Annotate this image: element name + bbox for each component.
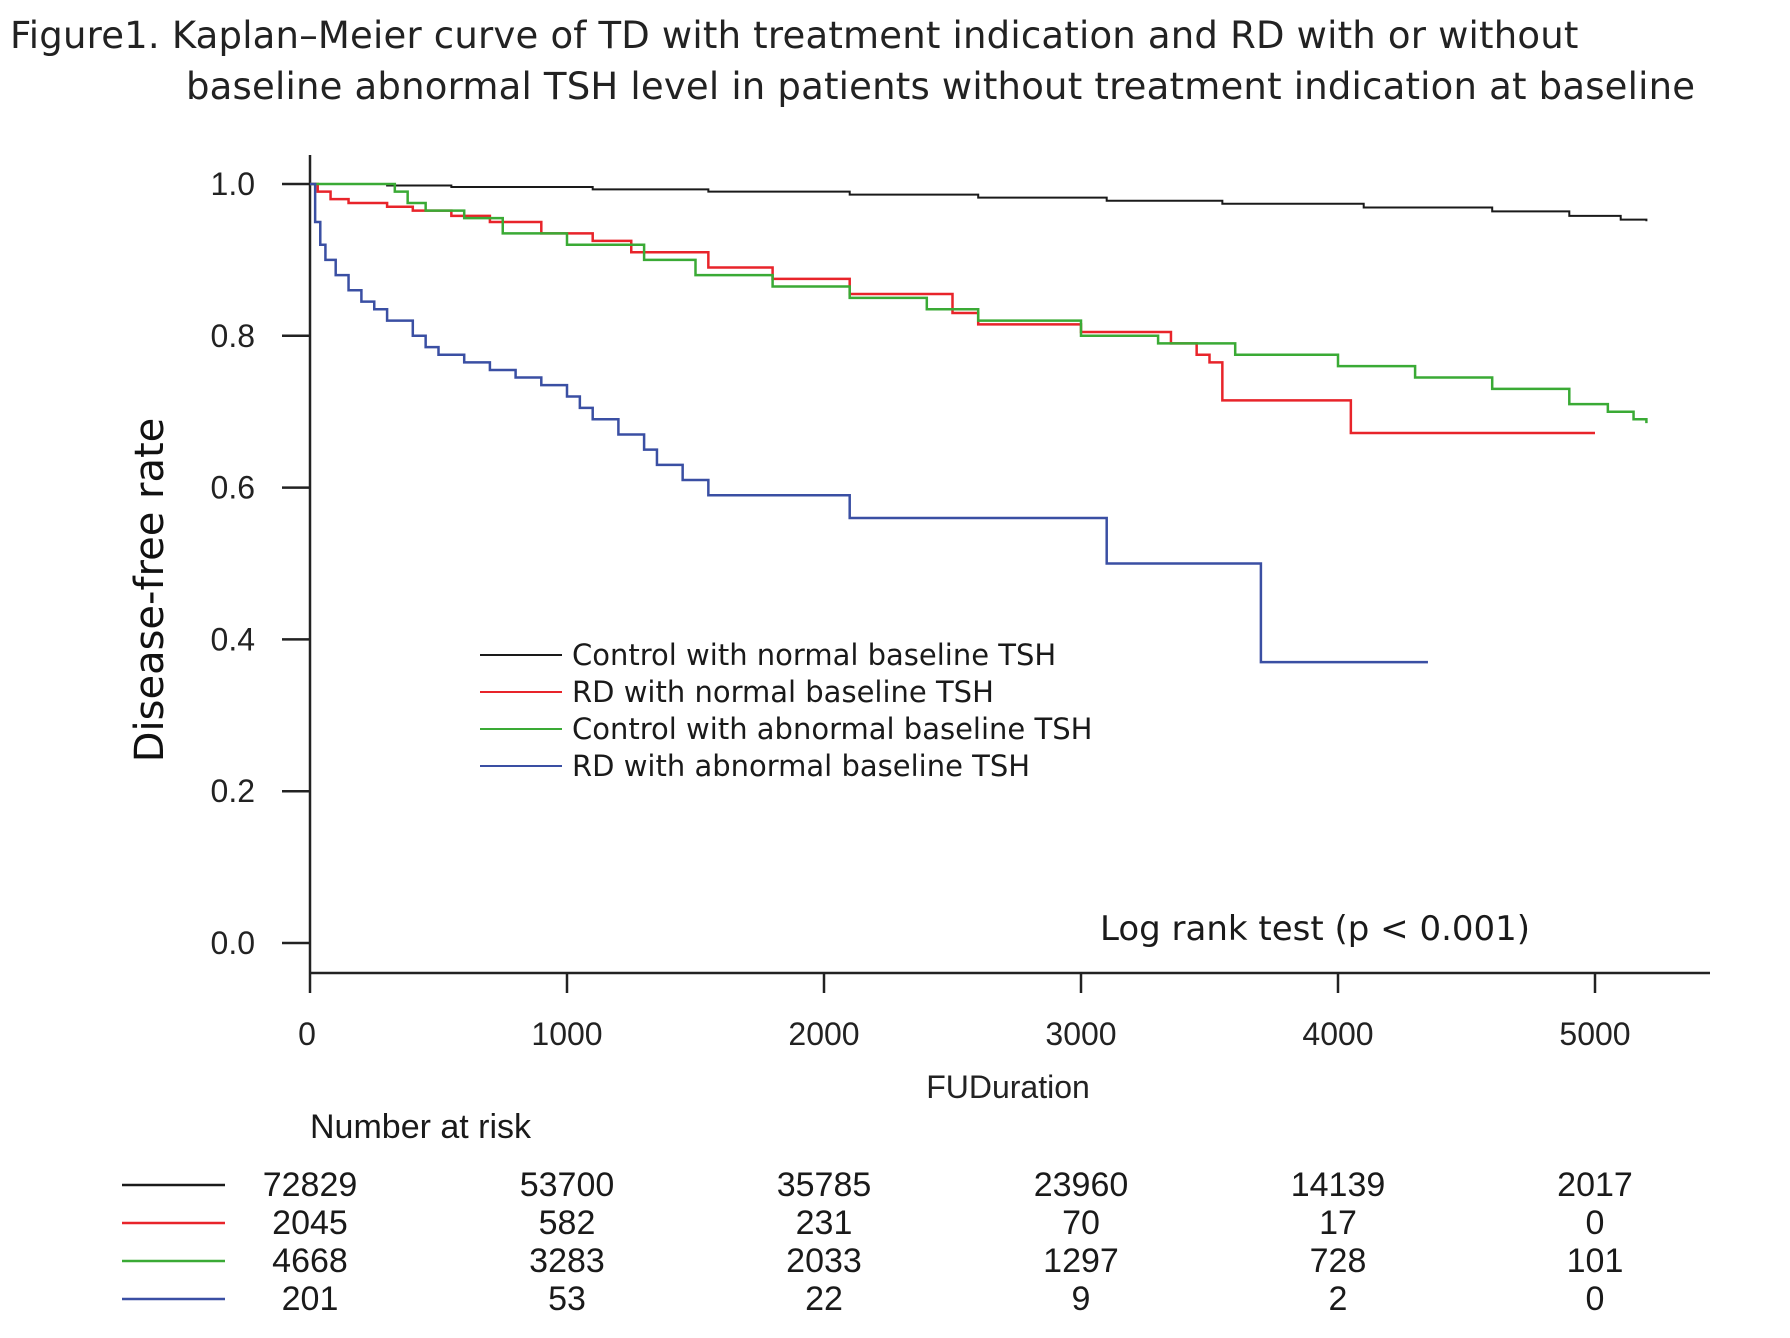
risk-count: 728 (1310, 1242, 1367, 1280)
legend-label: Control with normal baseline TSH (572, 638, 1056, 672)
y-tick-label: 0.6 (211, 470, 255, 506)
y-tick-label: 0.0 (211, 925, 255, 961)
risk-count: 9 (1072, 1280, 1091, 1318)
x-tick-label: 3000 (1045, 1016, 1116, 1052)
risk-count: 2033 (786, 1242, 862, 1280)
survival-curves (310, 182, 1648, 664)
risk-count: 582 (539, 1204, 596, 1242)
risk-count: 53 (548, 1280, 586, 1318)
log-rank-annotation: Log rank test (p < 0.001) (1100, 909, 1530, 949)
risk-count: 72829 (263, 1166, 358, 1204)
risk-count: 17 (1319, 1204, 1357, 1242)
x-tick-label: 1000 (531, 1016, 602, 1052)
axes: 0.0 0.2 0.4 0.6 0.8 1.0 0 1000 2000 3000 4000 5000 (211, 155, 1710, 1052)
figure-title: Figure1. Kaplan–Meier curve of TD with t… (10, 10, 1695, 112)
y-tick-label: 0.4 (211, 621, 255, 657)
legend-label: RD with abnormal baseline TSH (572, 749, 1030, 783)
legend-label: RD with normal baseline TSH (572, 675, 994, 709)
risk-count: 53700 (520, 1166, 615, 1204)
km-curve-control-with-normal-baseline-tsh (310, 183, 1648, 222)
risk-count: 23960 (1034, 1166, 1129, 1204)
km-curve-rd-with-abnormal-baseline-tsh (310, 182, 1428, 664)
x-tick-label: 5000 (1559, 1016, 1630, 1052)
risk-count: 2017 (1557, 1166, 1633, 1204)
risk-count: 231 (796, 1204, 853, 1242)
figure-title-line2: baseline abnormal TSH level in patients … (186, 65, 1696, 108)
risk-count: 70 (1062, 1204, 1100, 1242)
risk-count: 3283 (529, 1242, 605, 1280)
number-at-risk-label: Number at risk (310, 1108, 532, 1146)
risk-count: 22 (805, 1280, 843, 1318)
y-axis-label: Disease-free rate (127, 418, 173, 763)
risk-count: 201 (282, 1280, 339, 1318)
risk-count: 101 (1567, 1242, 1624, 1280)
risk-count: 35785 (777, 1166, 872, 1204)
figure-title-line1: Figure1. Kaplan–Meier curve of TD with t… (10, 14, 1579, 57)
y-tick-label: 0.2 (211, 773, 255, 809)
km-curve-rd-with-normal-baseline-tsh (310, 182, 1595, 435)
x-tick-label: 0 (298, 1016, 316, 1052)
y-tick-label: 1.0 (211, 166, 255, 202)
x-tick-label: 4000 (1302, 1016, 1373, 1052)
risk-count: 1297 (1043, 1242, 1119, 1280)
risk-count: 0 (1586, 1280, 1605, 1318)
km-curve-control-with-abnormal-baseline-tsh (310, 182, 1648, 424)
risk-count: 2 (1329, 1280, 1348, 1318)
risk-count: 2045 (272, 1204, 348, 1242)
risk-count: 4668 (272, 1242, 348, 1280)
x-tick-label: 2000 (788, 1016, 859, 1052)
legend-label: Control with abnormal baseline TSH (572, 712, 1092, 746)
risk-count: 14139 (1291, 1166, 1386, 1204)
x-axis-label: FUDuration (926, 1069, 1090, 1105)
risk-count: 0 (1586, 1204, 1605, 1242)
y-tick-label: 0.8 (211, 318, 255, 354)
